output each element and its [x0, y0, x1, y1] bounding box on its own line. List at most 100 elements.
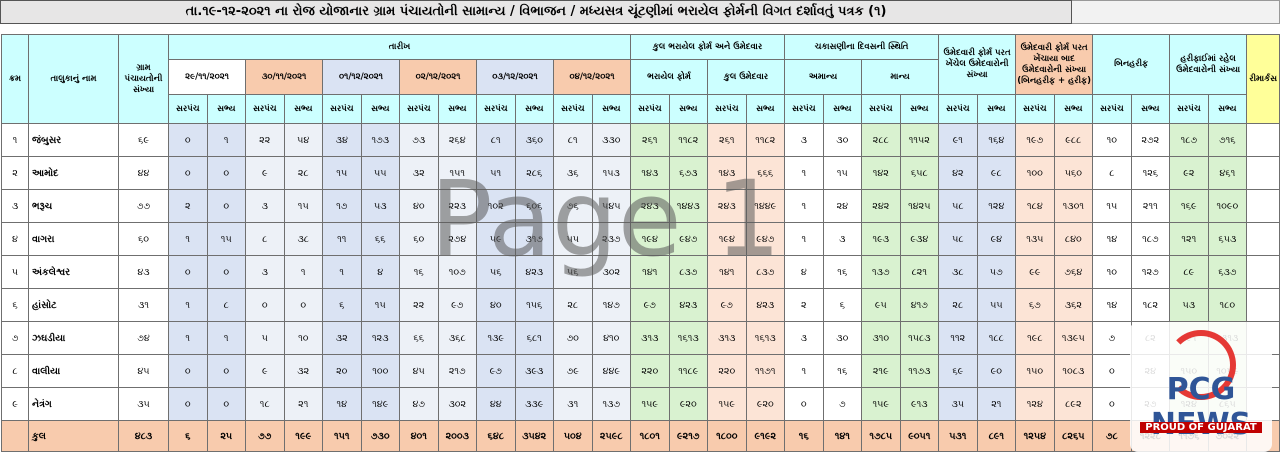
data-cell: ૧ [206, 321, 246, 355]
total-cell: ૯૦૫૧ [899, 420, 940, 452]
data-cell: ૩૯૩ [514, 354, 554, 388]
sub-header: સભ્ય [514, 94, 554, 124]
total-row: કુલ ૪૮૩ ૬ ૨૫ ૭૭ ૧૯૯ ૧૫૧ ૭૩૦ ૪૦૧ ૨૦૦૩ ૬૪૮ ૩૫૪૨ ૫૦૪ ૨૫૯… [1, 420, 1280, 452]
data-cell: ૨૪ [822, 189, 863, 223]
data-cell: ૭ [1, 321, 29, 355]
data-cell: ૧૫૮૩ [899, 321, 940, 355]
sub-header: સરપંચ [784, 94, 824, 124]
data-cell: ૫૫ [976, 288, 1017, 322]
data-cell: ૯૮ [976, 156, 1017, 190]
data-cell: ૮૩૭ [745, 255, 786, 289]
data-cell: ૧૫ [322, 156, 362, 190]
sub-header: સરપંચ [322, 94, 362, 124]
data-cell: ૧ [1, 123, 29, 157]
data-cell: ૧ [168, 321, 208, 355]
date-header: ૦૧/૧૨/૨૦૨૧ [322, 59, 400, 95]
header-cell: અમાન્ય [784, 59, 863, 95]
data-row: ૮ વાલીયા ૪૫ ૦ ૦ ૯ ૩૨ ૨૦ ૧૦૦ ૪૫ ૨૧૭ ૯૭ ૩૯૩ ૭૯ ૪૪૯ ૨૨૦ ૧૧૮… [1, 354, 1280, 388]
header-row: સરપંચ સભ્ય સરપંચ સભ્ય સરપંચ સભ્ય સરપંચ સભ્ય સરપં… [2, 94, 1280, 124]
data-cell: ૨૭૨ [1130, 123, 1171, 157]
data-cell: ૧૬૯ [1169, 189, 1209, 223]
taluka-name: અંકલેશ્વર [28, 255, 119, 289]
data-cell: ૧૫૦ [1015, 354, 1055, 388]
data-cell: ૧૨૬ [1130, 156, 1171, 190]
total-cell: ૪૮૩ [118, 420, 169, 452]
data-cell: ૦ [168, 123, 208, 157]
data-cell: ૫ [1, 255, 29, 289]
data-cell: ૪૩ [118, 255, 169, 289]
total-cell: ૧૪૧ [822, 420, 863, 452]
data-cell: ૧૯૪ [707, 222, 747, 256]
data-cell: ૯૭ [707, 288, 747, 322]
total-cell: ૧૮૦૦ [707, 420, 747, 452]
data-cell: ૧૯૮ [1015, 321, 1055, 355]
total-cell: ૯૨૧૭ [668, 420, 709, 452]
data-cell: ૧૪૭ [591, 288, 632, 322]
data-cell: ૯૩૪ [899, 222, 940, 256]
sub-header: સભ્ય [668, 94, 709, 124]
data-cell: ૨૮ [938, 288, 978, 322]
data-cell: ૭ [822, 387, 863, 421]
data-cell: ૩ [245, 189, 285, 223]
data-cell: ૯૨૦ [668, 387, 709, 421]
total-cell: ૮૨૬૫ [1053, 420, 1094, 452]
data-cell: ૫૬ [553, 255, 593, 289]
empty-cell [1072, 0, 1280, 24]
data-cell: ૮૯ [1169, 255, 1209, 289]
header-cell: ક્રમ [1, 34, 29, 124]
data-cell: ૩ [784, 123, 824, 157]
sub-header: સરપંચ [707, 94, 747, 124]
data-cell: ૧૩૫ [1015, 222, 1055, 256]
data-cell: ૨૨ [399, 288, 439, 322]
remarks-cell [1246, 288, 1280, 322]
total-cell: ૫૩૧ [938, 420, 978, 452]
data-cell: ૪ [1, 222, 29, 256]
data-cell: ૬૩૭ [1207, 255, 1248, 289]
data-cell: ૧૮૪ [1015, 189, 1055, 223]
data-cell: ૩૧૭ [514, 222, 554, 256]
data-cell: ૧ [206, 123, 246, 157]
taluka-name: વાગરા [28, 222, 119, 256]
data-cell: ૩૧ [553, 387, 593, 421]
data-cell: ૨૧૧ [1130, 189, 1171, 223]
data-cell: ૬૬ [399, 321, 439, 355]
data-cell: ૨૨૦ [707, 354, 747, 388]
data-cell: ૧૦ [1092, 123, 1132, 157]
data-cell: ૧૩૦૧ [1053, 189, 1094, 223]
sub-header: સભ્ય [822, 94, 863, 124]
total-cell: ૭૩૦ [360, 420, 400, 452]
data-cell: ૧ [784, 156, 824, 190]
total-cell: ૪૦૧ [399, 420, 439, 452]
taluka-name: હાંસોટ [28, 288, 119, 322]
data-cell: ૯૦ [976, 354, 1017, 388]
data-row: ૪ વાગરા ૬૦ ૧ ૧૫ ૮ ૩૮ ૧૧ ૬૬ ૬૦ ૨૭૪ ૫૯ ૩૧૭ ૫૫ ૨૩૭ ૧૯૪ ૯૪૭ ૧… [1, 222, 1280, 256]
data-cell: ૭૭ [118, 189, 169, 223]
data-cell: ૨૪૩ [630, 189, 670, 223]
data-row: ૬ હાંસોટ ૩૧ ૧ ૮ ૦ ૦ ૬ ૧૫ ૨૨ ૯૭ ૪૦ ૧૫૬ ૨૮ ૧૪૭ ૯૭ ૪૨૩ ૯૭ ૪૨૩… [1, 288, 1280, 322]
data-cell: ૨૧ [283, 387, 323, 421]
data-cell: ૬ [322, 288, 362, 322]
data-cell: ૧૦૯૦ [1207, 189, 1248, 223]
data-cell: ૯૧ [938, 123, 978, 157]
data-cell: ૪૬૧ [1207, 156, 1248, 190]
data-cell: ૧૭ [322, 189, 362, 223]
total-cell: ૫૦૪ [553, 420, 593, 452]
data-cell: ૫૩ [360, 189, 400, 223]
data-cell: ૧૫૯ [630, 387, 670, 421]
total-cell: ૯૧૯૨ [745, 420, 786, 452]
data-cell: ૨૨ [245, 123, 285, 157]
taluka-name: જંબુસર [28, 123, 119, 157]
sub-header: સરપંચ [861, 94, 901, 124]
data-cell: ૩૫ [118, 387, 169, 421]
data-cell: ૩ [784, 321, 824, 355]
data-cell: ૧૪૨૫ [899, 189, 940, 223]
header-cell: ઉમેદવારી ફોર્મ પરત ખેંચાયા બાદ ઉમેદવારોન… [1015, 34, 1094, 95]
data-cell: ૨૧૯ [861, 354, 901, 388]
data-cell: ૧૧૭૧ [745, 354, 786, 388]
total-cell: ૧૮૦૧ [630, 420, 670, 452]
data-row: ૩ ભરૂચ ૭૭ ૨ ૦ ૩ ૧૫ ૧૭ ૫૩ ૪૦ ૨૨૩ ૧૦૨ ૬૦૬ ૭૬ ૫૪૫ ૨૪૩ ૧૪૪૩ ૨… [1, 189, 1280, 223]
data-cell: ૧૪ [322, 387, 362, 421]
data-cell: ૪૦ [399, 189, 439, 223]
data-cell: ૩૬ [553, 156, 593, 190]
data-cell: ૯૭ [476, 354, 516, 388]
